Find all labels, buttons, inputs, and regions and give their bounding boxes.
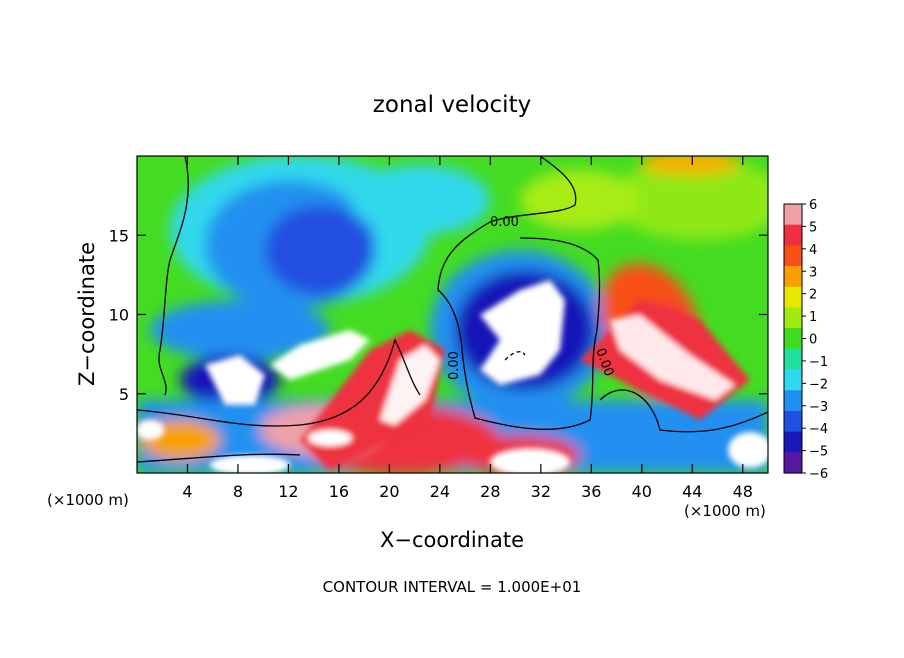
x-axis-title: X−coordinate <box>380 528 524 552</box>
colorbar-label: −2 <box>809 377 828 392</box>
heatmap-field <box>137 156 768 473</box>
colorbar-label: −5 <box>809 445 828 460</box>
x-unit-note-right: (×1000 m) <box>684 502 766 520</box>
colorbar-swatch <box>784 452 802 474</box>
colorbar-swatch <box>784 266 802 288</box>
x-tick-label-4: 4 <box>182 482 192 501</box>
colorbar-swatch <box>784 224 802 246</box>
x-tick-label-16: 16 <box>329 482 349 501</box>
colorbar-swatch <box>784 431 802 453</box>
colorbar-swatch <box>784 204 802 226</box>
colorbar-label: 0 <box>809 333 817 348</box>
x-tick-label-12: 12 <box>278 482 298 501</box>
y-tick-label-15: 15 <box>109 226 129 245</box>
x-tick-label-44: 44 <box>682 482 702 501</box>
colorbar-swatch <box>784 245 802 267</box>
colorbar-swatch <box>784 286 802 309</box>
x-tick-label-36: 36 <box>581 482 601 501</box>
colorbar-swatch <box>784 328 802 350</box>
y-axis-title: Z−coordinate <box>75 242 99 386</box>
contour-label-1: 0.00 <box>490 215 519 230</box>
x-tick-label-40: 40 <box>632 482 652 501</box>
x-tick-label-32: 32 <box>531 482 551 501</box>
x-axis: 4 8 12 16 20 24 28 32 36 40 44 48 <box>182 156 753 501</box>
colorbar-label: 1 <box>809 310 817 325</box>
colorbar-swatch <box>784 410 802 433</box>
colorbar-label: 5 <box>809 220 817 235</box>
chart-title: zonal velocity <box>373 92 531 118</box>
x-tick-label-24: 24 <box>430 482 450 501</box>
colorbar-swatch <box>784 307 802 329</box>
colorbar-label: −3 <box>809 400 828 415</box>
colorbar-label: 6 <box>809 198 817 213</box>
colorbar-label: 3 <box>809 265 817 280</box>
x-unit-note-left: (×1000 m) <box>47 491 129 509</box>
x-tick-label-48: 48 <box>733 482 753 501</box>
colorbar-label: −1 <box>809 355 828 370</box>
colorbar: 6 5 4 3 2 1 0 −1 −2 −3 −4 −5 −6 <box>783 198 828 482</box>
x-tick-label-28: 28 <box>480 482 500 501</box>
x-tick-label-8: 8 <box>233 482 243 501</box>
contour-lines <box>137 156 768 463</box>
contour-label-2: 0.00 <box>447 351 462 380</box>
y-tick-label-5: 5 <box>119 385 129 404</box>
colorbar-swatch <box>784 348 802 371</box>
contour-interval-note: CONTOUR INTERVAL = 1.000E+01 <box>323 578 582 596</box>
colorbar-label: 2 <box>809 288 817 303</box>
colorbar-label: −4 <box>809 422 828 437</box>
y-axis: 5 10 15 <box>109 226 768 404</box>
y-tick-label-10: 10 <box>109 306 129 325</box>
colorbar-swatch <box>784 390 802 412</box>
colorbar-label: −6 <box>809 467 828 482</box>
colorbar-swatch <box>784 369 802 391</box>
colorbar-label: 4 <box>809 243 817 258</box>
x-tick-label-20: 20 <box>379 482 399 501</box>
